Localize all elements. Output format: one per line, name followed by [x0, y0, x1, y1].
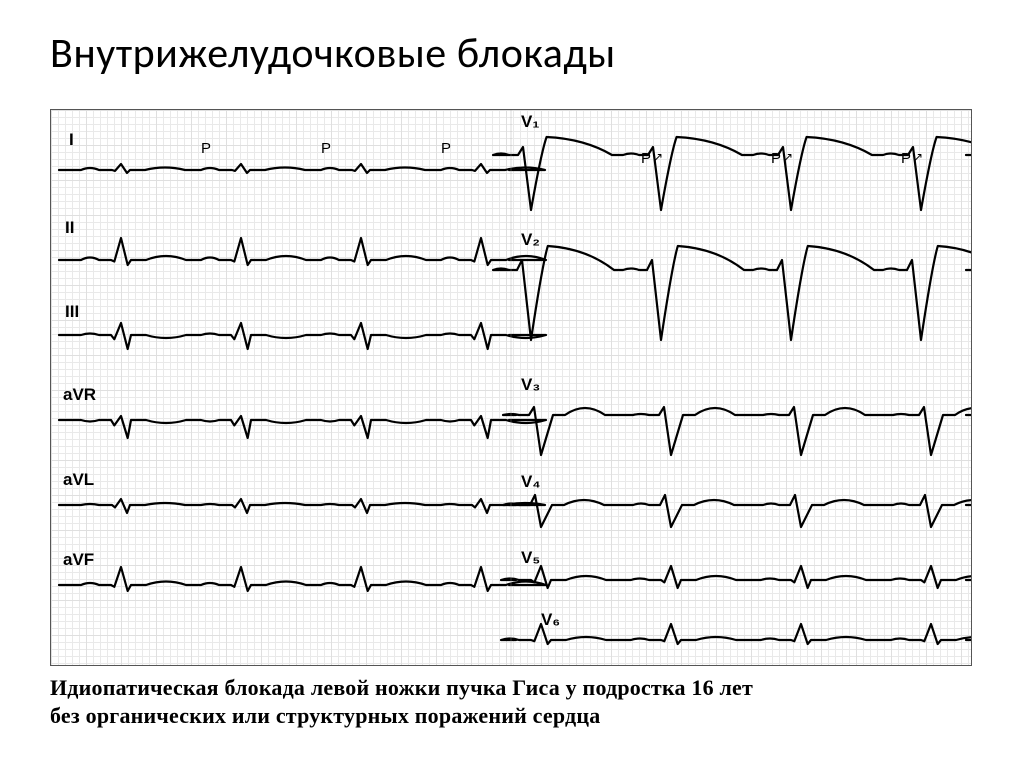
- lead-label-ii: II: [65, 218, 74, 238]
- arrow-icon: ↗: [783, 150, 793, 164]
- lead-label-v3: V₃: [521, 375, 540, 395]
- ecg-traces: [51, 110, 971, 665]
- lead-label-v5: V₅: [521, 548, 540, 568]
- lead-label-v4: V₄: [521, 472, 540, 492]
- slide-title: Внутрижелудочковые блокады: [50, 28, 974, 79]
- p-marker-right-1: P↗: [771, 150, 791, 167]
- caption-line1: Идиопатическая блокада левой ножки пучка…: [50, 675, 753, 700]
- lead-label-v2: V₂: [521, 230, 540, 250]
- caption-line2: без органических или структурных поражен…: [50, 703, 600, 728]
- lead-label-avf: aVF: [63, 550, 94, 570]
- p-marker-left-2: P: [441, 140, 451, 157]
- figure-caption: Идиопатическая блокада левой ножки пучка…: [50, 674, 974, 729]
- arrow-icon: ↗: [653, 150, 663, 164]
- arrow-icon: ↗: [913, 150, 923, 164]
- p-marker-left-1: P: [321, 140, 331, 157]
- lead-label-avl: aVL: [63, 470, 94, 490]
- p-marker-right-0: P↗: [641, 150, 661, 167]
- lead-label-v1: V₁: [521, 112, 539, 132]
- ecg-figure: IIIIIIaVRaVLaVFV₁V₂V₃V₄V₅V₆PPPP↗P↗P↗: [50, 109, 972, 666]
- lead-label-iii: III: [65, 302, 79, 322]
- lead-label-avr: aVR: [63, 385, 96, 405]
- lead-label-i: I: [69, 130, 74, 150]
- p-marker-right-2: P↗: [901, 150, 921, 167]
- p-marker-left-0: P: [201, 140, 211, 157]
- lead-label-v6: V₆: [541, 610, 560, 630]
- slide: Внутрижелудочковые блокады IIIIIIaVRaVLa…: [0, 0, 1024, 767]
